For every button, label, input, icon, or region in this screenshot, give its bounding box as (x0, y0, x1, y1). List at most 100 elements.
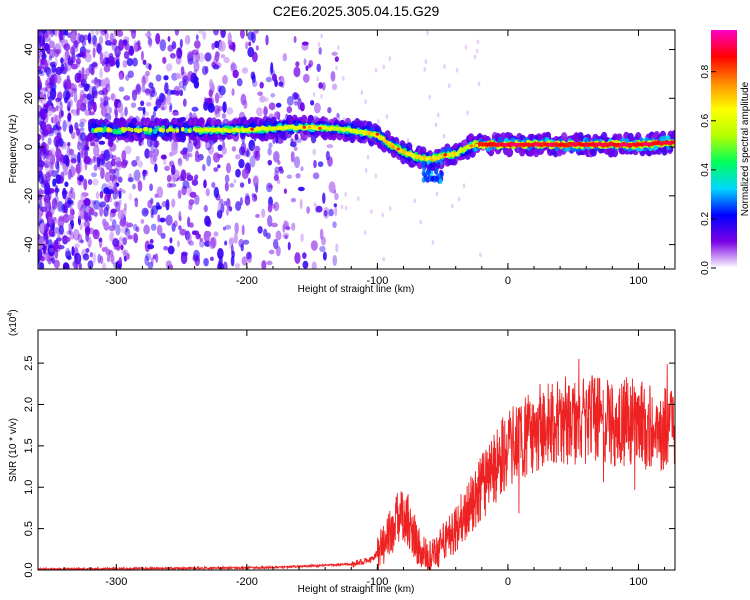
spectrogram-peak-cell (380, 136, 385, 140)
spectrogram-noise-cell (164, 82, 169, 95)
spectrogram-peak-cell (486, 143, 491, 147)
spectrogram-noise-cell (50, 170, 58, 177)
spectrogram-noise-cell (214, 51, 220, 63)
spectrogram-noise-cell (167, 245, 175, 255)
spectrogram-noise-cell (123, 95, 131, 101)
spectrogram-ridge-cell (434, 156, 438, 161)
spectrogram-peak-cell (318, 126, 322, 130)
spectrogram-noise-cell (230, 61, 236, 71)
spectrogram-noise-cell (198, 30, 204, 35)
spectrogram-noise-cell (224, 240, 228, 246)
spectrogram-noise-cell (213, 231, 219, 237)
spectrogram-noise-cell (99, 51, 103, 64)
spectrogram-noise-cell (97, 206, 103, 212)
spectrogram-noise-cell (43, 143, 50, 153)
spectrogram-noise-cell (56, 162, 60, 174)
spectrogram-noise-cell (144, 255, 150, 266)
spectrogram-noise-cell (55, 148, 62, 160)
spectrogram-noise-cell (160, 106, 165, 111)
spectrogram-noise-cell (182, 180, 190, 190)
spectrogram-noise-cell (38, 43, 41, 51)
spectrogram-noise-cell (84, 225, 91, 236)
spectrogram-noise-cell (218, 85, 226, 96)
spectrogram-noise-cell (293, 66, 301, 78)
spectrogram-noise-cell (241, 67, 249, 74)
spectrogram-peak-cell (255, 126, 260, 130)
spectrogram-noise-cell (132, 232, 138, 242)
spectrogram-noise-cell (163, 75, 169, 81)
spectrogram-noise-cell (47, 137, 52, 146)
spectrogram-noise-cell (270, 61, 274, 74)
spectrogram-noise-cell (44, 242, 49, 251)
spectrogram-noise-cell (52, 178, 57, 187)
spectrogram-noise-cell (261, 208, 266, 218)
snr-x-axis: -300 -200 -100 0 100 (37, 330, 666, 588)
spectrogram-noise-cell (102, 87, 108, 99)
spectrogram-ridge-cell (577, 131, 584, 141)
spectrogram-noise-cell (75, 162, 83, 174)
spectrogram-noise-cell (93, 144, 100, 157)
spectrogram-x-tick-label: 0 (505, 275, 511, 287)
spectrogram-noise-cell (406, 137, 410, 143)
spectrogram-noise-cell (44, 162, 52, 174)
spectrogram-noise-cell (382, 64, 386, 70)
spectrogram-noise-cell (205, 188, 210, 197)
spectrogram-noise-cell (62, 89, 71, 102)
spectrogram-peak-cell (499, 143, 505, 147)
spectrogram-noise-cell (333, 203, 338, 208)
spectrogram-peak-cell (632, 143, 637, 147)
spectrogram-noise-cell (52, 113, 58, 126)
spectrogram-noise-cell (135, 226, 140, 233)
spectrogram-noise-cell (113, 244, 121, 251)
spectrogram-y-axis: -40 -20 0 20 40 (23, 43, 675, 253)
spectrogram-noise-cell (88, 215, 92, 222)
spectrogram-noise-cell (122, 39, 128, 46)
spectrogram-noise-cell (127, 234, 133, 240)
spectrogram-noise-cell (38, 134, 41, 140)
spectrogram-noise-cell (77, 199, 84, 211)
spectrogram-noise-cell (148, 63, 152, 71)
spectrogram-noise-cell (124, 145, 132, 155)
spectrogram-noise-cell (65, 78, 72, 90)
spectrogram-noise-cell (265, 34, 269, 46)
spectrogram-peak-cell (506, 143, 512, 147)
spectrogram-noise-cell (319, 228, 324, 240)
spectrogram-noise-cell (76, 99, 83, 111)
spectrogram-noise-cell (130, 30, 137, 34)
spectrogram-noise-cell (243, 99, 248, 109)
spectrogram-noise-cell (189, 222, 194, 228)
spectrogram-noise-cell (94, 211, 98, 218)
spectrogram-noise-cell (40, 255, 45, 262)
spectrogram-noise-cell (213, 167, 219, 172)
spectrogram-noise-cell (68, 124, 74, 135)
spectrogram-noise-cell (171, 140, 179, 151)
spectrogram-noise-cell (207, 103, 215, 113)
spectrogram-noise-cell (106, 254, 111, 263)
spectrogram-noise-cell (55, 66, 63, 76)
colorbar-scale (711, 30, 737, 268)
spectrogram-noise-cell (117, 263, 122, 269)
spectrogram-noise-cell (336, 112, 340, 119)
spectrogram-peak-cell (406, 152, 411, 156)
spectrogram-ridge-cell (343, 127, 348, 132)
spectrogram-noise-cell (247, 177, 251, 185)
spectrogram-noise-cell (275, 230, 282, 241)
spectrogram-noise-cell (155, 98, 162, 109)
spectrogram-ridge-cell (139, 128, 143, 133)
spectrogram-noise-cell (40, 90, 44, 103)
colorbar-tick-label: 0.8 (700, 64, 711, 78)
spectrogram-noise-cell (68, 168, 72, 180)
spectrogram-noise-cell (124, 228, 131, 237)
spectrogram-noise-cell (242, 239, 250, 245)
spectrogram-noise-cell (118, 199, 122, 206)
spectrogram-noise-cell (363, 230, 367, 235)
spectrogram-ridge-cell (272, 126, 277, 131)
spectrogram-noise-cell (93, 164, 98, 172)
spectrogram-noise-cell (126, 222, 134, 228)
spectrogram-noise-cell (212, 30, 220, 36)
spectrogram-noise-cell (75, 108, 79, 116)
spectrogram-noise-cell (186, 232, 192, 245)
spectrogram-noise-cell (317, 41, 321, 47)
spectrogram-noise-cell (299, 102, 305, 112)
spectrogram-noise-cell (54, 56, 58, 67)
